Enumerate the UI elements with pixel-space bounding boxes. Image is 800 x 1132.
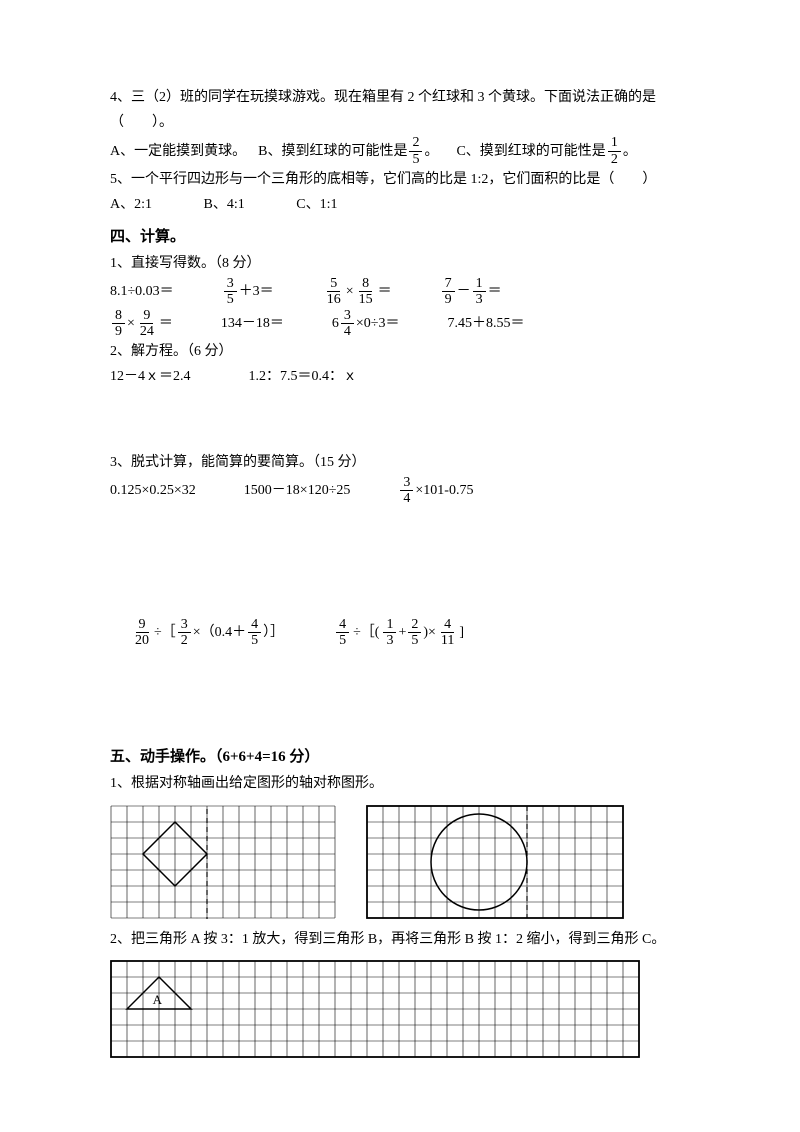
section-4-title: 四、计算。 <box>110 224 690 251</box>
question-4: 4、三（2）班的同学在玩摸球游戏。现在箱里有 2 个红球和 3 个黄球。下面说法… <box>110 85 690 167</box>
simp-4: 920 ÷［ 32 ×（0.4＋ 45 ）］ <box>130 617 284 649</box>
svg-text:A: A <box>153 992 163 1007</box>
eq-2: 1.2：7.5＝0.4：ｘ <box>249 364 358 389</box>
frac-1-2: 12 <box>608 135 621 167</box>
calc-2c: 6 34 ×0÷3＝ <box>332 308 400 340</box>
simp-row-1: 0.125×0.25×32 1500－18×120÷25 34 ×101-0.7… <box>110 475 690 507</box>
s5-sub1: 1、根据对称轴画出给定图形的轴对称图形。 <box>110 771 690 796</box>
q5-stem: 5、一个平行四边形与一个三角形的底相等，它们高的比是 1:2，它们面积的比是（ … <box>110 167 690 192</box>
calc-2d: 7.45＋8.55＝ <box>448 311 525 336</box>
s5-sub2: 2、把三角形 A 按 3：1 放大，得到三角形 B，再将三角形 B 按 1：2 … <box>110 927 690 952</box>
q4-options: A、一定能摸到黄球。 B、摸到红球的可能性是 25 。 C、摸到红球的可能性是 … <box>110 135 690 167</box>
q4-optB-post: 。 <box>424 139 438 164</box>
simp-2: 1500－18×120÷25 <box>244 478 351 503</box>
grid-triangle: A <box>110 960 640 1058</box>
q4-optC-pre: C、摸到红球的可能性是 <box>456 139 605 164</box>
calc-1c: 516 × 815 ＝ <box>322 276 392 308</box>
simp-row-2: 920 ÷［ 32 ×（0.4＋ 45 ）］ 45 ÷［( 13 + 25 )×… <box>130 617 690 649</box>
calc-1a: 8.1÷0.03＝ <box>110 279 174 304</box>
simp-1: 0.125×0.25×32 <box>110 478 196 503</box>
eq-row: 12－4ｘ＝2.4 1.2：7.5＝0.4：ｘ <box>110 364 690 389</box>
q4-optA: A、一定能摸到黄球。 <box>110 139 246 164</box>
q5-optA: A、2:1 <box>110 192 152 217</box>
q4-stem: 4、三（2）班的同学在玩摸球游戏。现在箱里有 2 个红球和 3 个黄球。下面说法… <box>110 85 690 135</box>
s4-sub3: 3、脱式计算，能简算的要简算。（15 分） <box>110 450 690 475</box>
scale-grid-wrap: A <box>110 960 690 1058</box>
q5-optC: C、1:1 <box>296 192 337 217</box>
s4-sub2: 2、解方程。（6 分） <box>110 339 690 364</box>
grid-diamond <box>110 805 336 919</box>
q5-options: A、2:1 B、4:1 C、1:1 <box>110 192 690 217</box>
q5-optB: B、4:1 <box>204 192 245 217</box>
q4-optB-pre: B、摸到红球的可能性是 <box>258 139 407 164</box>
simp-3: 34 ×101-0.75 <box>398 475 473 507</box>
eq-1: 12－4ｘ＝2.4 <box>110 364 191 389</box>
simp-5: 45 ÷［( 13 + 25 )× 411 ] <box>334 617 464 649</box>
q4-optC-post: 。 <box>623 139 637 164</box>
calc-2a: 89 × 924 ＝ <box>110 308 173 340</box>
section-5-title: 五、动手操作。（6+6+4=16 分） <box>110 744 690 771</box>
calc-row-2: 89 × 924 ＝ 134－18＝ 6 34 ×0÷3＝ 7.45＋8.55＝ <box>110 308 690 340</box>
calc-1b: 35 ＋3＝ <box>222 276 274 308</box>
symmetry-grids <box>110 805 690 919</box>
calc-1d: 79 － 13 ＝ <box>440 276 502 308</box>
question-5: 5、一个平行四边形与一个三角形的底相等，它们高的比是 1:2，它们面积的比是（ … <box>110 167 690 217</box>
grid-circle <box>366 805 624 919</box>
s4-sub1: 1、直接写得数。（8 分） <box>110 251 690 276</box>
frac-2-5: 25 <box>409 135 422 167</box>
calc-row-1: 8.1÷0.03＝ 35 ＋3＝ 516 × 815 ＝ 79 － 13 ＝ <box>110 276 690 308</box>
calc-2b: 134－18＝ <box>221 311 284 336</box>
